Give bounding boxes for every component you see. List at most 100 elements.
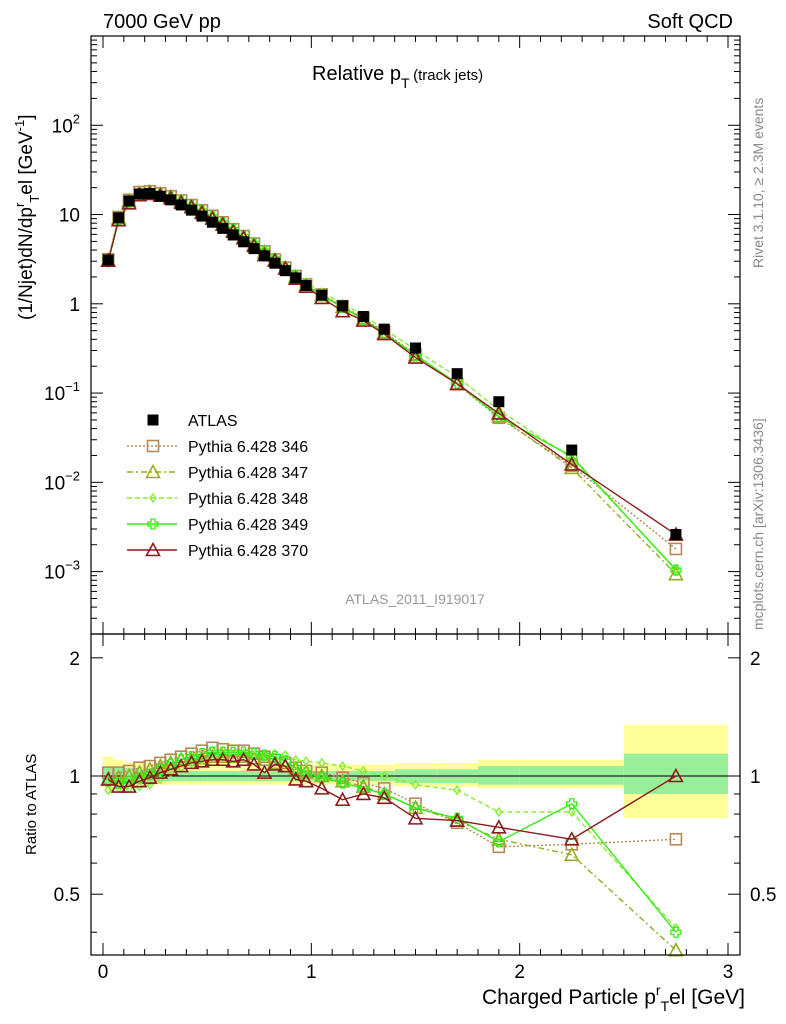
series-ratio-point [287,771,304,786]
series-ratio-point [235,751,252,767]
legend-label: Pythia 6.428 346 [188,439,308,456]
data-point [165,194,177,206]
legend-label: ATLAS [188,413,238,430]
series-ratio-point [110,778,127,793]
series-ratio-point [317,757,326,769]
data-point [300,280,312,292]
series-ratio-point [183,754,200,770]
legend-item: Pythia 6.428 349 [127,517,308,534]
legend-marker [146,439,160,453]
data-point [133,188,145,200]
data-point [670,529,682,541]
series-ratio-point [357,782,370,795]
series-3-main [104,190,680,575]
series-ratio-point [409,797,422,811]
data-point [410,342,421,354]
ratio-band-inner [623,753,728,794]
data-point [196,210,208,222]
series-ratio-point [112,777,125,789]
ratio-tick-label: 0.5 [54,885,80,906]
data-point [175,199,187,211]
series-point [668,565,684,581]
y-tick-label: 102 [52,111,80,137]
legend-marker [147,414,159,426]
atlas-data [102,188,682,541]
ratio-tick-label-right: 0.5 [750,885,776,906]
series-ratio-point [316,772,328,784]
legend-label: Pythia 6.428 370 [188,543,308,560]
series-ratio-point [449,812,466,827]
y-axis-label-main: (1/Njet)dN/dprTel [GeV-1] [12,114,42,320]
legend-marker [147,518,159,530]
series-ratio-point [235,748,252,763]
data-point [279,265,291,277]
y-tick-label: 10−3 [44,558,80,584]
data-point [378,323,390,335]
data-point [493,396,505,408]
series-ratio-point [204,751,221,767]
ratio-panel: 2 2 1 1 0.5 0.5 0 1 2 3 [54,633,776,983]
series-point [449,375,466,391]
x-tick-label: 3 [723,962,734,983]
header-right: Soft QCD [647,11,733,33]
series-ratio-point [290,762,302,774]
series-ratio-point [490,819,507,834]
x-tick-label: 0 [98,962,109,983]
series-ratio-point [567,806,576,818]
data-point [238,236,250,248]
series-point [490,405,507,420]
series-ratio-point [563,846,580,862]
data-point [227,229,239,241]
series-ratio-point [246,756,262,771]
legend-label: Pythia 6.428 349 [188,517,308,534]
series-ratio-point [142,769,158,785]
series-ratio-line [107,759,677,841]
series-ratio-point [453,785,462,796]
series-ratio-point [563,831,580,846]
series-line [107,194,677,570]
series-point [407,349,424,364]
data-point [217,222,229,234]
data-point [451,368,463,380]
series-ratio-point [334,791,351,807]
series-ratio-line [108,752,677,929]
series-ratio-point [355,785,372,801]
data-point [186,204,198,216]
y-tick-label: 10 [59,206,80,227]
y-axis-label-ratio: Ratio to ATLAS [23,754,40,855]
series-ratio-point [162,761,179,776]
y-tick-label: 1 [69,295,80,316]
series-ratio-point [493,836,505,848]
legend-item: Pythia 6.428 347 [127,463,308,482]
series-ratio-point [248,748,260,760]
series-ratio-point [133,772,146,784]
series-ratio-point [336,777,349,789]
legend-marker [145,541,161,557]
series-ratio-point [131,773,148,788]
legend-item: Pythia 6.428 346 [127,439,308,456]
series-ratio-point [152,764,169,779]
series-ratio-point [669,832,683,846]
series-ratio-point [380,770,389,782]
header-left: 7000 GeV pp [103,11,221,33]
series-ratio-point [144,768,156,780]
series-ratio-point [104,785,113,796]
legend-marker [149,492,157,504]
data-point [206,216,218,228]
series-ratio-point [166,767,175,778]
data-point [144,188,156,200]
legend-label: Pythia 6.428 348 [188,491,308,508]
series-line [107,192,677,571]
series-point [567,453,576,464]
legend-item: Pythia 6.428 370 [127,541,308,560]
data-point [357,311,369,323]
legend-marker [145,463,161,479]
x-tick-label: 2 [514,962,525,983]
ratio-band-inner [478,766,520,785]
y-tick-label: 10−2 [44,468,80,494]
series-ratio-point [267,756,283,771]
data-point [290,272,302,284]
data-point [337,300,349,312]
series-ratio-point [407,810,424,825]
